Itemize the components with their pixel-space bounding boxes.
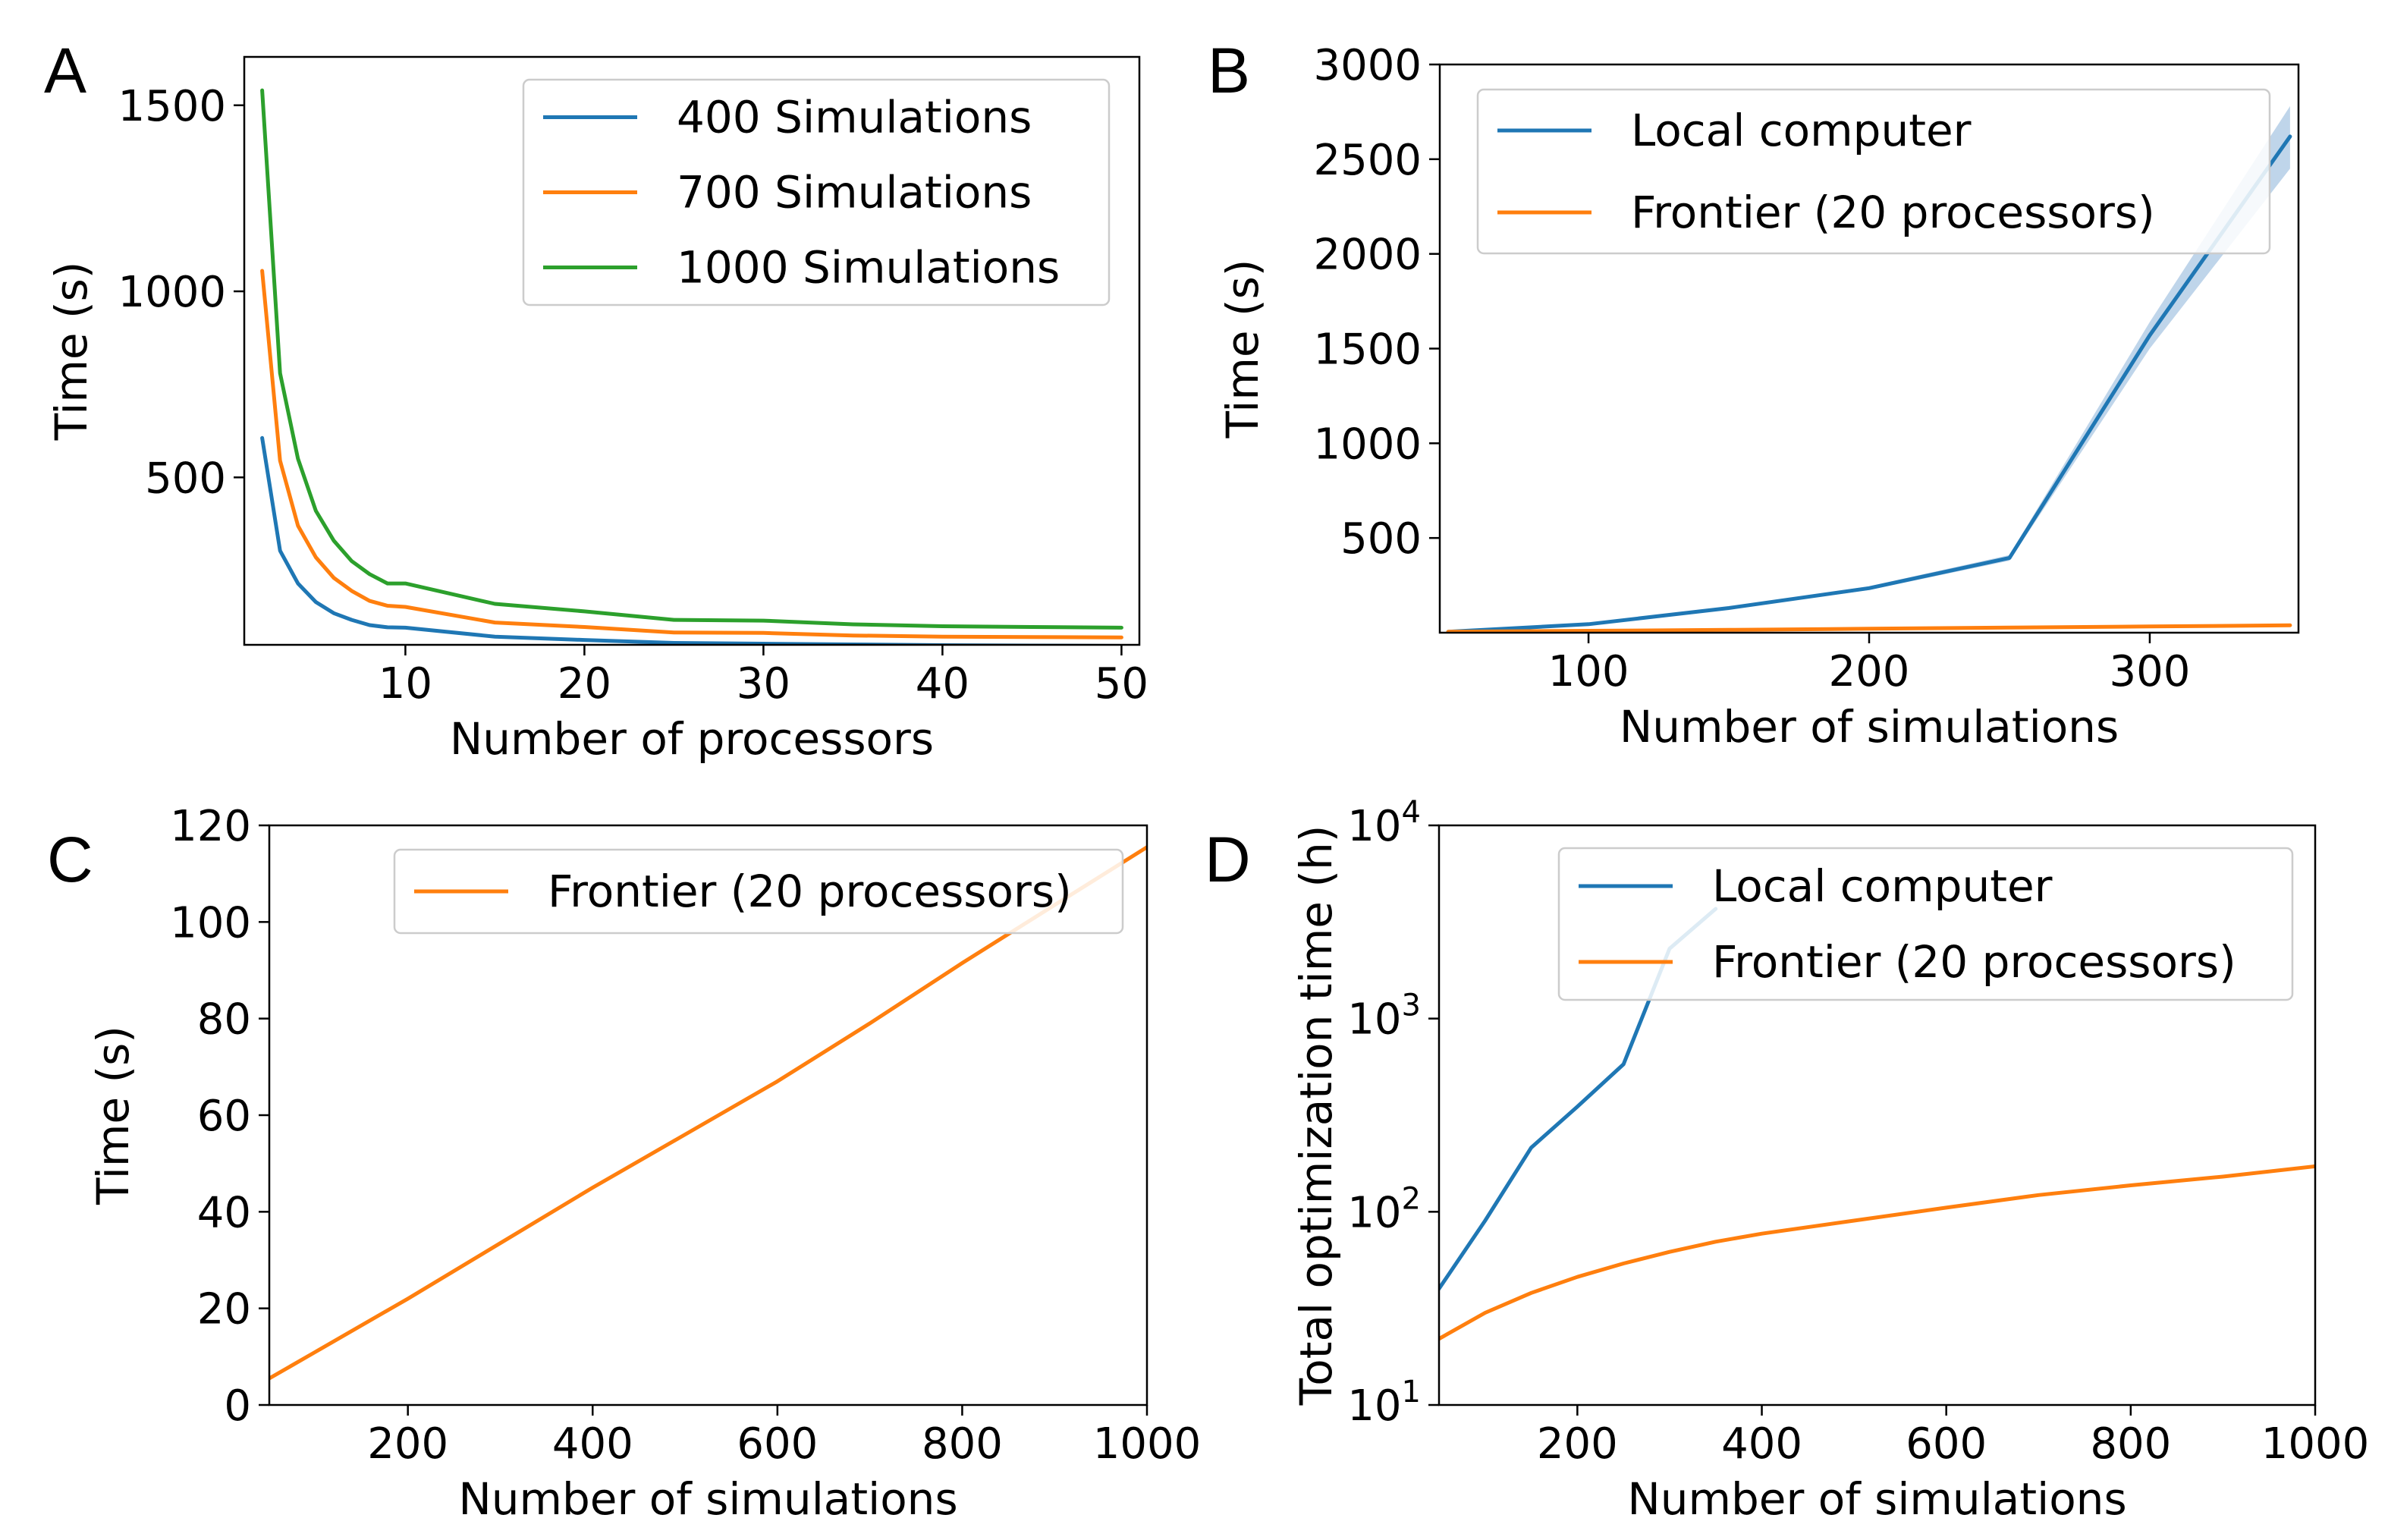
y-tick-label: 100 bbox=[170, 898, 251, 948]
y-tick-exponent: 4 bbox=[1402, 795, 1421, 830]
y-tick-label: 101 bbox=[1347, 1375, 1421, 1431]
legend-c: Frontier (20 processors) bbox=[393, 848, 1124, 935]
y-tick-exponent: 1 bbox=[1402, 1375, 1421, 1410]
y-tick-label: 2500 bbox=[1313, 136, 1422, 185]
y-axis-label: Time (s) bbox=[87, 1026, 139, 1205]
y-tick-label: 1000 bbox=[118, 268, 226, 317]
y-tick-label: 103 bbox=[1347, 988, 1421, 1045]
x-tick-label: 40 bbox=[916, 659, 969, 709]
x-tick-label: 200 bbox=[1537, 1419, 1618, 1469]
y-tick-label: 0 bbox=[224, 1381, 251, 1431]
legend-box bbox=[1557, 847, 2294, 1001]
x-tick-label: 400 bbox=[1721, 1419, 1802, 1469]
legend-a: 400 Simulations 700 Simulations 1000 Simul… bbox=[522, 78, 1111, 306]
panel-b: B 100 200 300 500 1000 1500 2000 2500 3000 Number … bbox=[1208, 35, 2300, 753]
x-tick-label: 400 bbox=[552, 1419, 633, 1469]
legend-entry: Frontier (20 processors) bbox=[548, 866, 1072, 917]
x-tick-label: 600 bbox=[737, 1419, 818, 1469]
legend-entry: Local computer bbox=[1631, 105, 1972, 156]
y-tick-label: 104 bbox=[1347, 795, 1421, 851]
legend-entry: 700 Simulations bbox=[677, 167, 1032, 218]
panel-label-d: D bbox=[1205, 824, 1251, 895]
y-axis-label: Time (s) bbox=[1217, 259, 1268, 439]
x-tick-label: 800 bbox=[2090, 1419, 2171, 1469]
y-tick-label: 3000 bbox=[1313, 41, 1422, 90]
series-line-c-0 bbox=[269, 845, 1147, 1381]
panel-label-a: A bbox=[44, 35, 86, 106]
y-tick-label: 120 bbox=[170, 802, 251, 851]
y-tick-label: 102 bbox=[1347, 1181, 1421, 1237]
legend-b: Local computer Frontier (20 processors) bbox=[1476, 88, 2271, 255]
y-tick-label: 500 bbox=[1340, 514, 1422, 564]
y-tick-label: 1500 bbox=[118, 82, 226, 131]
series-line-a-0 bbox=[260, 435, 1123, 645]
y-tick-base: 10 bbox=[1347, 1381, 1401, 1431]
y-tick-label: 500 bbox=[145, 454, 226, 503]
y-tick-label: 2000 bbox=[1313, 231, 1422, 280]
y-tick-label: 80 bbox=[197, 995, 251, 1045]
y-axis-label: Total optimization time (h) bbox=[1290, 825, 1342, 1406]
y-tick-label: 40 bbox=[197, 1188, 251, 1237]
x-tick-label: 800 bbox=[922, 1419, 1003, 1469]
x-tick-label: 50 bbox=[1095, 659, 1148, 709]
legend-entry: 1000 Simulations bbox=[677, 242, 1060, 294]
y-tick-label: 1000 bbox=[1313, 420, 1422, 469]
y-tick-label: 1500 bbox=[1313, 325, 1422, 375]
legend-entry: Local computer bbox=[1712, 860, 2053, 912]
y-tick-exponent: 2 bbox=[1402, 1181, 1421, 1216]
axes-frame-d bbox=[1438, 824, 2317, 1406]
panel-label-b: B bbox=[1208, 35, 1250, 106]
legend-entry: Frontier (20 processors) bbox=[1712, 936, 2236, 988]
legend-entry: Frontier (20 processors) bbox=[1631, 187, 2155, 238]
series-line-d-1 bbox=[1439, 1164, 2315, 1341]
axes-frame-a bbox=[243, 55, 1141, 646]
x-tick-label: 600 bbox=[1906, 1419, 1987, 1469]
panel-c: C 200 400 600 800 1000 0 20 40 60 80 100 120 Number o… bbox=[47, 802, 1201, 1525]
legend-box bbox=[1476, 88, 2271, 255]
x-axis-label: Number of simulations bbox=[1627, 1473, 2126, 1525]
x-tick-label: 20 bbox=[558, 659, 611, 709]
y-tick-base: 10 bbox=[1347, 1188, 1401, 1237]
series-line-a-2 bbox=[260, 88, 1123, 630]
plot-area-b bbox=[1446, 105, 2292, 633]
y-axis-label: Time (s) bbox=[46, 262, 97, 442]
y-tick-label: 60 bbox=[197, 1092, 251, 1141]
x-axis-label: Number of processors bbox=[450, 713, 934, 765]
x-tick-label: 30 bbox=[737, 659, 790, 709]
x-tick-label: 300 bbox=[2109, 647, 2190, 696]
y-tick-base: 10 bbox=[1347, 802, 1401, 851]
y-tick-exponent: 3 bbox=[1402, 988, 1421, 1023]
confidence-band-b bbox=[1448, 105, 2290, 632]
plot-area-c bbox=[269, 845, 1147, 1381]
x-axis-label: Number of simulations bbox=[458, 1473, 957, 1525]
series-line-a-1 bbox=[260, 269, 1123, 640]
x-tick-label: 200 bbox=[367, 1419, 448, 1469]
series-line-b-0 bbox=[1446, 134, 2292, 633]
x-tick-label: 1000 bbox=[1093, 1419, 1202, 1469]
y-tick-base: 10 bbox=[1347, 995, 1401, 1045]
legend-box bbox=[393, 848, 1124, 935]
legend-entry: 400 Simulations bbox=[677, 92, 1032, 143]
y-tick-label: 20 bbox=[197, 1285, 251, 1334]
x-axis-label: Number of simulations bbox=[1620, 701, 2119, 753]
panel-label-c: C bbox=[47, 824, 93, 895]
x-tick-label: 100 bbox=[1548, 647, 1629, 696]
x-tick-label: 1000 bbox=[2261, 1419, 2370, 1469]
x-tick-label: 10 bbox=[379, 659, 432, 709]
series-line-b-1 bbox=[1446, 623, 2292, 633]
legend-box bbox=[522, 78, 1111, 306]
legend-d: Local computer Frontier (20 processors) bbox=[1557, 847, 2294, 1001]
panel-a: A 10 20 30 40 50 500 1000 1500 Number of processo… bbox=[44, 35, 1148, 765]
x-tick-label: 200 bbox=[1829, 647, 1910, 696]
